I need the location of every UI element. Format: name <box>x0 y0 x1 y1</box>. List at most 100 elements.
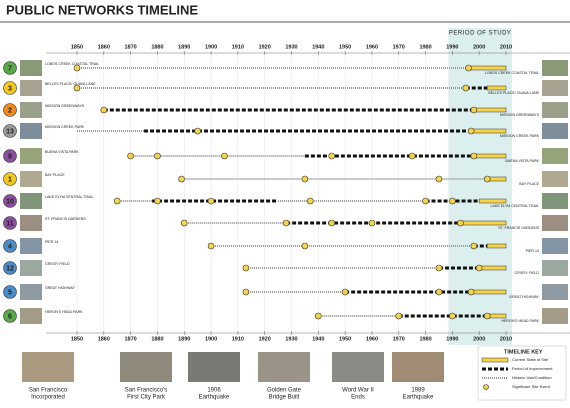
year-label: 1980 <box>419 336 431 342</box>
row-name: MISSION GREENWAYS <box>500 113 540 117</box>
year-label: 1950 <box>339 336 351 342</box>
key-label: Current State of Site <box>512 357 549 362</box>
site-event <box>127 152 134 160</box>
site-event <box>242 288 250 296</box>
row-badge <box>3 103 17 117</box>
year-label: 1940 <box>312 44 324 50</box>
site-event <box>328 152 336 160</box>
row-badge <box>3 309 17 323</box>
year-label: 2000 <box>473 44 485 50</box>
row-thumbnail <box>20 215 42 231</box>
milestone-photo <box>188 352 240 382</box>
site-event <box>465 64 472 72</box>
site-event <box>449 197 456 205</box>
year-label: 1860 <box>98 336 110 342</box>
row-thumbnail <box>542 260 568 276</box>
row-name: ST. FRANCIS GARDENS <box>498 226 539 230</box>
row-thumbnail <box>542 171 568 187</box>
key-swatch <box>483 384 489 390</box>
year-label: 2010 <box>500 44 512 50</box>
row-thumbnail <box>542 215 568 231</box>
row-number: 13 <box>6 128 14 135</box>
current-segment <box>486 85 507 91</box>
year-label: 1880 <box>151 336 163 342</box>
row-badge <box>3 261 17 275</box>
row-name: PIER 14 <box>526 249 539 253</box>
site-event <box>180 219 188 227</box>
site-event <box>315 312 322 320</box>
period-of-study <box>448 28 512 345</box>
row-name: MISSION CREEK PARK <box>45 125 85 129</box>
row-number: 3 <box>8 85 12 92</box>
current-segment <box>473 153 507 159</box>
site-event <box>467 127 475 135</box>
key-title: TIMELINE KEY <box>504 349 543 355</box>
row-thumbnail <box>542 148 568 164</box>
row-number: 12 <box>6 265 14 272</box>
site-event <box>194 127 201 135</box>
row-thumbnail <box>20 102 42 118</box>
site-event <box>467 288 475 296</box>
year-label: 1990 <box>446 336 458 342</box>
site-event <box>470 106 478 114</box>
row-name: HERON'S HEAD PARK <box>501 319 539 323</box>
row-name: GREAT HIGHWAY <box>509 295 539 299</box>
milestone-caption: First City Park <box>127 395 166 401</box>
row-name: CRISSY FIELD <box>45 262 70 266</box>
row-name: LOBOS CREEK COASTAL TRAIL <box>45 62 99 66</box>
row-thumbnail <box>20 171 42 187</box>
current-segment <box>478 198 507 204</box>
row-name: CRISSY FIELD <box>515 271 540 275</box>
year-label: 1880 <box>151 44 163 50</box>
current-segment <box>470 128 507 134</box>
year-label: 1940 <box>312 336 324 342</box>
site-event <box>435 288 443 296</box>
year-label: 1890 <box>178 336 190 342</box>
milestone-photo <box>332 352 384 382</box>
row-name: PIER 14 <box>45 240 58 244</box>
milestone-caption: Earthquake <box>403 395 434 401</box>
row-number: 10 <box>6 198 14 205</box>
site-event <box>470 242 478 250</box>
milestone-caption: Earthquake <box>199 395 230 401</box>
site-event <box>73 84 81 92</box>
site-event <box>113 197 121 205</box>
year-label: 1970 <box>393 44 405 50</box>
row-name: MISSION CREEK PARK <box>500 134 540 138</box>
row-thumbnail <box>20 60 42 76</box>
year-label: 2010 <box>500 336 512 342</box>
row-thumbnail <box>542 60 568 76</box>
site-event <box>475 264 483 272</box>
key-label: Period of Improvement <box>512 366 553 371</box>
row-name: BUENA VISTA PARK <box>505 159 539 163</box>
key-label: Significant Site Event <box>512 384 551 389</box>
milestone-caption: Golden Gate <box>267 388 302 394</box>
row-name: LAKE ELYM CENTRAL TRAIL <box>45 195 93 199</box>
current-segment <box>473 107 507 113</box>
row-thumbnail <box>20 148 42 164</box>
row-number: 7 <box>8 65 12 72</box>
row-name: HERON'S HEAD PARK <box>45 310 83 314</box>
row-badge <box>3 285 17 299</box>
year-label: 1860 <box>98 44 110 50</box>
year-label: 1850 <box>71 44 83 50</box>
row-number: 6 <box>8 313 12 320</box>
row-badge <box>3 172 17 186</box>
milestone-caption: 1989 <box>411 388 425 394</box>
year-label: 1910 <box>232 336 244 342</box>
row-thumbnail <box>542 193 568 209</box>
milestone-photo <box>392 352 444 382</box>
year-label: 1850 <box>71 336 83 342</box>
row-name: ST. FRANCIS GARDENS <box>45 217 86 221</box>
row-thumbnail <box>20 308 42 324</box>
year-label: 1960 <box>366 336 378 342</box>
year-label: 1990 <box>446 44 458 50</box>
milestone-caption: Incorporated <box>31 395 65 401</box>
milestone-caption: San Francisco <box>29 388 68 394</box>
row-thumbnail <box>20 80 42 96</box>
row-thumbnail <box>542 284 568 300</box>
site-event <box>178 175 185 183</box>
row-badge <box>3 216 17 230</box>
row-thumbnail <box>20 284 42 300</box>
